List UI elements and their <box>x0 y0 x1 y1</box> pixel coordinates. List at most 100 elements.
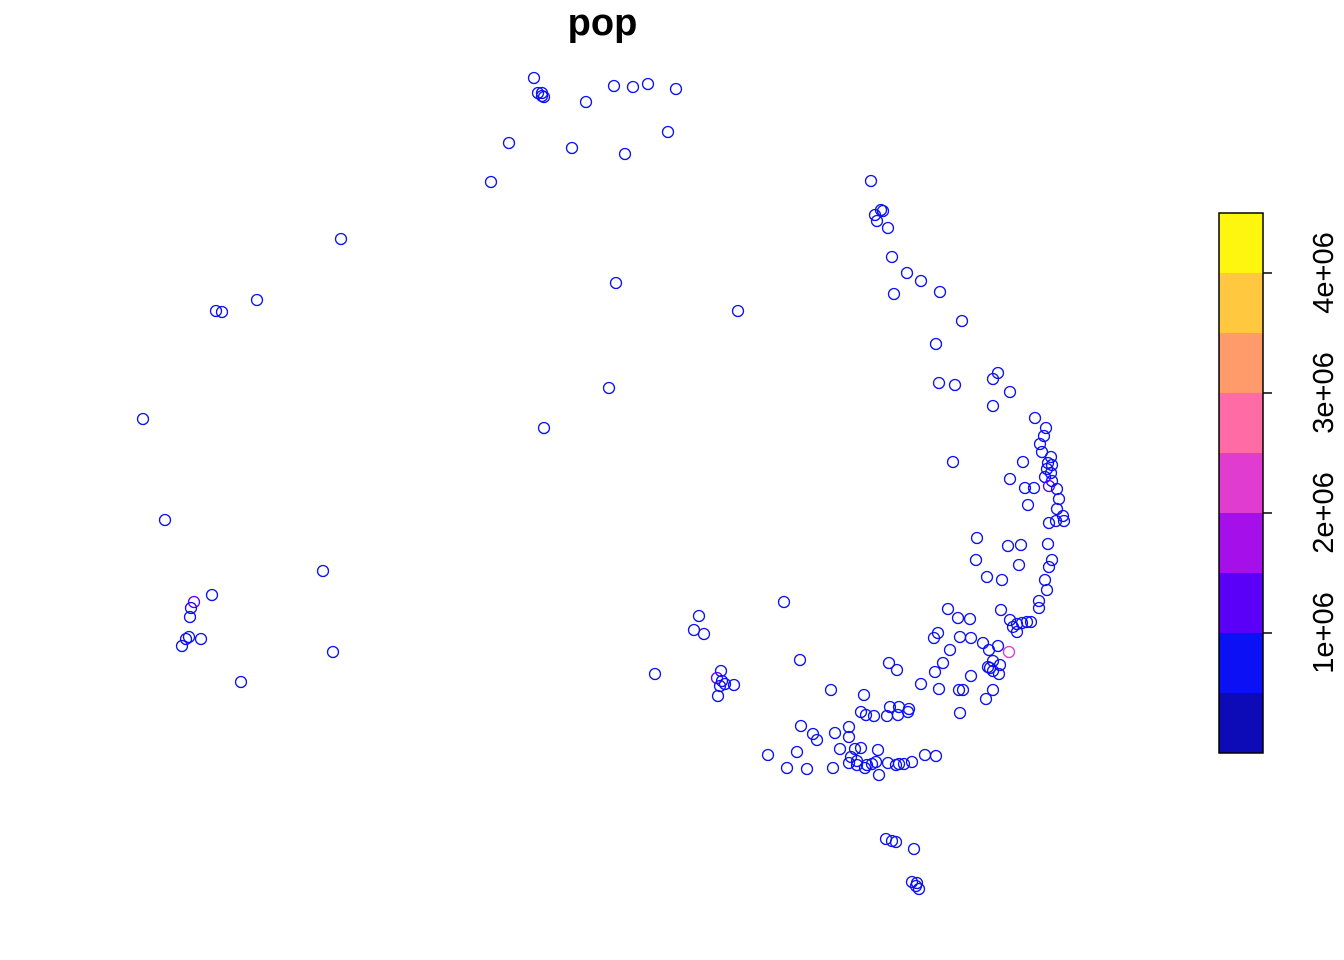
data-point <box>334 232 348 246</box>
data-point <box>914 677 928 691</box>
data-point <box>881 756 895 770</box>
data-point <box>183 610 197 624</box>
data-point <box>731 304 745 318</box>
data-point <box>1042 479 1056 493</box>
data-point <box>182 630 196 644</box>
data-point <box>1003 385 1017 399</box>
colorbar-legend: 1e+06 2e+06 3e+06 4e+06 <box>1218 212 1340 754</box>
colorbar-bin <box>1219 693 1263 753</box>
data-point <box>994 603 1008 617</box>
data-point <box>602 381 616 395</box>
data-point <box>876 204 890 218</box>
data-point <box>648 667 662 681</box>
data-point <box>914 274 928 288</box>
data-point <box>953 630 967 644</box>
data-point <box>1018 481 1032 495</box>
data-point <box>929 337 943 351</box>
data-point <box>1014 538 1028 552</box>
data-point <box>964 631 978 645</box>
data-point <box>892 757 906 771</box>
data-point <box>986 372 1000 386</box>
data-point <box>1002 645 1016 659</box>
data-point <box>1020 615 1034 629</box>
data-point <box>136 412 150 426</box>
data-point <box>887 287 901 301</box>
data-point <box>842 730 856 744</box>
data-point <box>948 378 962 392</box>
colorbar-tick-label: 3e+06 <box>1308 352 1340 433</box>
data-point <box>609 276 623 290</box>
data-point <box>885 250 899 264</box>
data-point <box>326 645 340 659</box>
data-point <box>970 531 984 545</box>
data-point <box>780 761 794 775</box>
data-point <box>793 653 807 667</box>
colorbar-bin <box>1219 213 1263 273</box>
data-point <box>854 741 868 755</box>
data-point <box>871 743 885 757</box>
data-point <box>158 513 172 527</box>
data-point <box>179 632 193 646</box>
data-point <box>986 664 1000 678</box>
colorbar-bin <box>1219 393 1263 453</box>
data-point <box>718 677 732 691</box>
data-point <box>833 742 847 756</box>
data-point <box>883 700 897 714</box>
data-point <box>842 720 856 734</box>
data-point <box>1052 492 1066 506</box>
data-point <box>933 285 947 299</box>
chart-title: pop <box>567 2 638 44</box>
data-point <box>943 643 957 657</box>
data-point <box>980 570 994 584</box>
data-point <box>952 683 966 697</box>
data-point <box>932 376 946 390</box>
data-point <box>864 174 878 188</box>
data-point <box>1049 514 1063 528</box>
colorbar-bin <box>1219 333 1263 393</box>
data-point <box>872 768 886 782</box>
data-point <box>527 71 541 85</box>
data-point <box>1037 429 1051 443</box>
data-point <box>936 656 950 670</box>
data-point <box>956 683 970 697</box>
data-point <box>955 314 969 328</box>
data-point <box>484 175 498 189</box>
data-point <box>867 709 881 723</box>
data-point <box>692 609 706 623</box>
data-point <box>1042 560 1056 574</box>
data-point <box>661 125 675 139</box>
data-point <box>891 708 905 722</box>
data-point <box>1012 558 1026 572</box>
data-point <box>992 667 1006 681</box>
data-point <box>858 761 872 775</box>
colorbar-tick-label: 4e+06 <box>1308 232 1340 313</box>
data-point <box>1027 481 1041 495</box>
data-point <box>880 709 894 723</box>
colorbar-tick-label: 2e+06 <box>1308 472 1340 553</box>
data-point <box>868 208 882 222</box>
data-point <box>1021 498 1035 512</box>
colorbar-bin <box>1219 273 1263 333</box>
data-point <box>209 304 223 318</box>
data-point <box>794 719 808 733</box>
data-point <box>714 664 728 678</box>
data-point <box>537 421 551 435</box>
data-point <box>870 214 884 228</box>
data-point <box>859 708 873 722</box>
data-point <box>184 601 198 615</box>
data-point <box>900 266 914 280</box>
data-point <box>1003 472 1017 486</box>
data-point <box>1032 594 1046 608</box>
data-point <box>850 758 864 772</box>
data-point <box>905 875 919 889</box>
data-point <box>983 661 997 675</box>
colorbar-frame <box>1218 212 1264 754</box>
data-point <box>205 588 219 602</box>
data-point <box>848 742 862 756</box>
data-point <box>986 399 1000 413</box>
data-point <box>1039 421 1053 435</box>
data-point <box>187 595 201 609</box>
data-point <box>1028 411 1042 425</box>
data-point <box>1024 615 1038 629</box>
data-point <box>316 564 330 578</box>
